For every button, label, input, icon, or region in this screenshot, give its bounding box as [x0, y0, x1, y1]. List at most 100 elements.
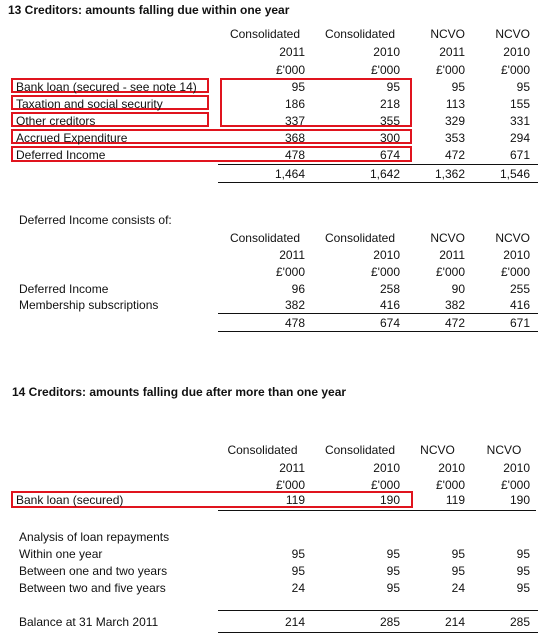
total-cell: 1,464 [274, 167, 305, 181]
col-header-4-unit: £'000 [501, 265, 530, 279]
cell: 478 [284, 148, 305, 162]
cell: 95 [291, 80, 305, 94]
col-header-2-unit: £'000 [371, 265, 400, 279]
row-label: Between two and five years [19, 581, 166, 595]
col-header-3-unit: £'000 [436, 265, 465, 279]
section-14-heading: 14 Creditors: amounts falling due after … [12, 385, 347, 399]
row-label: Deferred Income [19, 282, 109, 296]
cell: 355 [379, 114, 400, 128]
cell: 300 [379, 131, 400, 145]
cell: 24 [451, 581, 465, 595]
col-header-1-entity: Consolidated [227, 443, 298, 457]
col-header-2-entity: Consolidated [324, 27, 396, 41]
highlight-box-deferred-row [11, 146, 412, 162]
total-cell: 1,642 [369, 167, 400, 181]
highlight-box-taxation-label [11, 95, 209, 110]
highlight-box-bank-loan-secured [11, 491, 413, 508]
cell: 190 [379, 493, 400, 507]
cell: 329 [444, 114, 465, 128]
col-header-4-year: 2010 [503, 248, 530, 262]
col-header-4-entity: NCVO [495, 231, 530, 245]
col-header-2-unit: £'000 [371, 478, 400, 492]
cell: 674 [379, 148, 400, 162]
cell: 155 [509, 97, 530, 111]
total-rule [218, 182, 538, 183]
total-cell: 671 [509, 316, 530, 330]
cell: 113 [445, 97, 465, 111]
col-header-1-unit: £'000 [276, 265, 305, 279]
cell: 368 [284, 131, 305, 145]
cell: 353 [444, 131, 465, 145]
cell: 416 [509, 298, 530, 312]
analysis-heading: Analysis of loan repayments [19, 530, 170, 544]
row-label: Bank loan (secured - see note 14) [16, 80, 197, 94]
row-label: Deferred Income [16, 148, 106, 162]
highlight-box-bank-loan-label [11, 78, 209, 93]
col-header-3-unit: £'000 [436, 63, 465, 77]
cell: 258 [379, 282, 400, 296]
col-header-1-entity: Consolidated [229, 27, 301, 41]
col-header-1-entity: Consolidated [229, 231, 301, 245]
col-header-3-entity: NCVO [420, 443, 455, 457]
cell: 95 [451, 547, 465, 561]
col-header-1-year: 2011 [279, 461, 305, 475]
cell: 95 [516, 547, 530, 561]
cell: 186 [284, 97, 305, 111]
cell: 95 [516, 80, 530, 94]
cell: 472 [444, 148, 465, 162]
cell: 337 [284, 114, 305, 128]
col-header-1-unit: £'000 [276, 63, 305, 77]
total-rule [218, 331, 538, 332]
cell: 255 [509, 282, 530, 296]
cell: 95 [386, 80, 400, 94]
row-label: Accrued Expenditure [16, 131, 128, 145]
cell: 95 [386, 564, 400, 578]
cell: 96 [291, 282, 305, 296]
cell: 90 [451, 282, 465, 296]
col-header-3-year: 2010 [438, 461, 465, 475]
col-header-4-entity: NCVO [495, 27, 530, 41]
highlight-box-other-creditors-label [11, 112, 209, 127]
col-header-2-year: 2010 [373, 45, 400, 59]
col-header-1-year: 2011 [279, 45, 305, 59]
balance-total-rule [218, 632, 538, 633]
col-header-2-entity: Consolidated [324, 443, 396, 457]
subtotal-rule [218, 313, 538, 314]
cell: 95 [516, 581, 530, 595]
row-label: Between one and two years [19, 564, 168, 578]
cell: 416 [379, 298, 400, 312]
cell: 190 [509, 493, 530, 507]
row-label: Bank loan (secured) [16, 493, 124, 507]
cell: 119 [285, 493, 305, 507]
total-cell: 478 [284, 316, 305, 330]
cell: 24 [291, 581, 305, 595]
cell: 285 [379, 615, 400, 629]
col-header-3-entity: NCVO [430, 231, 465, 245]
row-label: Taxation and social security [16, 97, 163, 111]
col-header-2-year: 2010 [373, 461, 400, 475]
section-13-heading: 13 Creditors: amounts falling due within… [8, 3, 290, 17]
balance-rule [218, 610, 538, 611]
cell: 95 [386, 581, 400, 595]
total-cell: 472 [444, 316, 465, 330]
cell: 95 [516, 564, 530, 578]
highlight-box-values [220, 78, 412, 127]
col-header-3-year: 2011 [439, 248, 465, 262]
cell: 294 [509, 131, 530, 145]
cell: 382 [284, 298, 305, 312]
subtotal-rule [218, 164, 538, 165]
highlight-box-accrued-row [11, 129, 412, 144]
row-label: Within one year [19, 547, 103, 561]
col-header-4-year: 2010 [503, 45, 530, 59]
col-header-1-unit: £'000 [276, 478, 305, 492]
cell: 285 [509, 615, 530, 629]
cell: 214 [284, 615, 305, 629]
row-label: Membership subscriptions [19, 298, 159, 312]
col-header-4-entity: NCVO [486, 443, 522, 457]
col-header-4-unit: £'000 [501, 63, 530, 77]
total-cell: 1,362 [434, 167, 465, 181]
col-header-3-entity: NCVO [430, 27, 465, 41]
col-header-3-year: 2011 [439, 45, 465, 59]
col-header-3-unit: £'000 [436, 478, 465, 492]
cell: 331 [509, 114, 530, 128]
